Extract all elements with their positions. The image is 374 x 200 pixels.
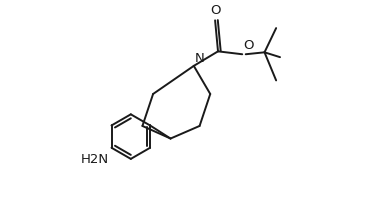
Text: O: O (243, 39, 254, 52)
Text: H2N: H2N (80, 153, 108, 166)
Text: N: N (195, 52, 205, 65)
Text: O: O (210, 4, 220, 17)
